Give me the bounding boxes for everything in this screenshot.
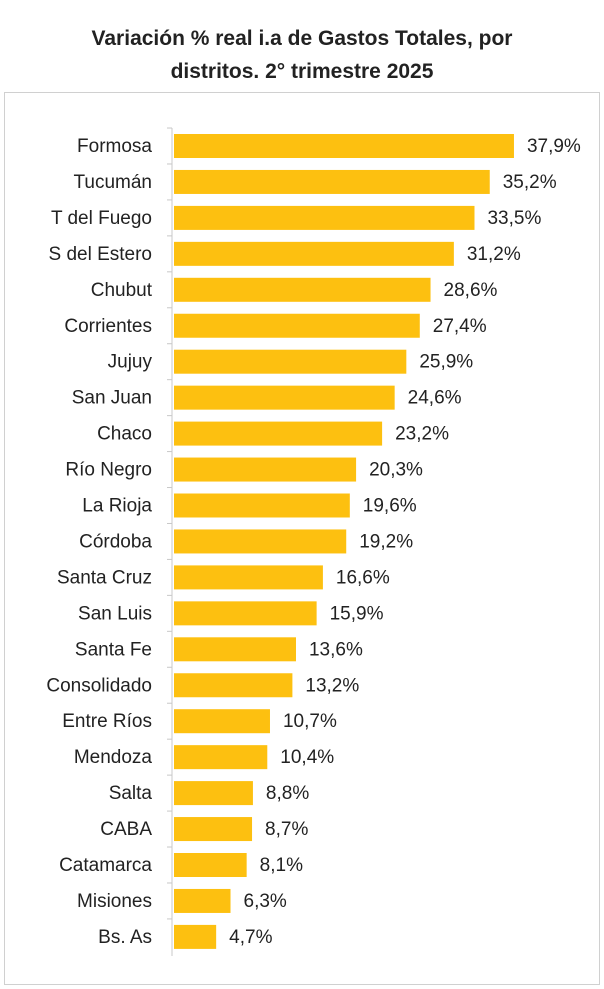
- value-label: 24,6%: [408, 388, 462, 409]
- value-label: 10,4%: [280, 747, 334, 768]
- chart-frame: [4, 92, 600, 985]
- value-label: 15,9%: [330, 603, 384, 624]
- bar: [174, 277, 431, 302]
- category-label: Chubut: [91, 280, 153, 301]
- category-label: Córdoba: [79, 531, 152, 552]
- category-label: Misiones: [77, 891, 152, 912]
- value-label: 37,9%: [527, 136, 581, 157]
- value-label: 19,6%: [363, 496, 417, 517]
- value-label: 35,2%: [503, 172, 557, 193]
- value-label: 4,7%: [229, 927, 272, 948]
- bar: [174, 529, 347, 554]
- value-label: 8,8%: [266, 783, 309, 804]
- category-label: Tucumán: [74, 172, 153, 193]
- bar: [174, 709, 270, 734]
- category-label: Bs. As: [98, 927, 152, 948]
- category-label: Santa Fe: [75, 639, 152, 660]
- bar: [174, 888, 231, 913]
- value-label: 6,3%: [244, 891, 287, 912]
- value-label: 8,1%: [260, 855, 303, 876]
- category-label: San Luis: [78, 603, 152, 624]
- bar: [174, 349, 407, 374]
- value-label: 31,2%: [467, 244, 521, 265]
- value-label: 25,9%: [419, 352, 473, 373]
- value-label: 19,2%: [359, 531, 413, 552]
- category-label: La Rioja: [82, 496, 152, 517]
- bar: [174, 313, 420, 338]
- category-label: Entre Ríos: [62, 711, 152, 732]
- bar: [174, 241, 454, 266]
- bar: [174, 781, 253, 806]
- chart-title: Variación % real i.a de Gastos Totales, …: [91, 27, 513, 83]
- category-label: T del Fuego: [51, 208, 152, 229]
- value-label: 20,3%: [369, 460, 423, 481]
- bar: [174, 134, 514, 158]
- bar: [174, 673, 293, 698]
- category-label: San Juan: [72, 388, 152, 409]
- value-label: 10,7%: [283, 711, 337, 732]
- category-label: Catamarca: [59, 855, 152, 876]
- bar: [174, 385, 395, 410]
- value-label: 13,2%: [305, 675, 359, 696]
- bar: [174, 169, 490, 194]
- bar: [174, 817, 253, 842]
- bar: [174, 924, 217, 949]
- value-label: 33,5%: [487, 208, 541, 229]
- bar: [174, 745, 268, 770]
- value-label: 13,6%: [309, 639, 363, 660]
- value-label: 28,6%: [444, 280, 498, 301]
- category-label: CABA: [100, 819, 152, 840]
- value-label: 23,2%: [395, 424, 449, 445]
- bar: [174, 637, 296, 662]
- bar: [174, 565, 323, 590]
- bar: [174, 421, 383, 446]
- category-label: Formosa: [77, 136, 152, 157]
- category-label: Río Negro: [65, 460, 152, 481]
- value-label: 27,4%: [433, 316, 487, 337]
- bar: [174, 205, 475, 230]
- category-label: Consolidado: [46, 675, 152, 696]
- bar: [174, 601, 317, 626]
- category-label: Jujuy: [108, 352, 153, 373]
- category-label: S del Estero: [49, 244, 153, 265]
- bar: [174, 853, 247, 877]
- value-label: 16,6%: [336, 567, 390, 588]
- category-label: Corrientes: [64, 316, 152, 337]
- category-label: Santa Cruz: [57, 567, 152, 588]
- bar: [174, 493, 350, 518]
- category-label: Salta: [109, 783, 153, 804]
- category-label: Chaco: [97, 424, 152, 445]
- value-label: 8,7%: [265, 819, 308, 840]
- category-label: Mendoza: [74, 747, 153, 768]
- bar: [174, 457, 357, 482]
